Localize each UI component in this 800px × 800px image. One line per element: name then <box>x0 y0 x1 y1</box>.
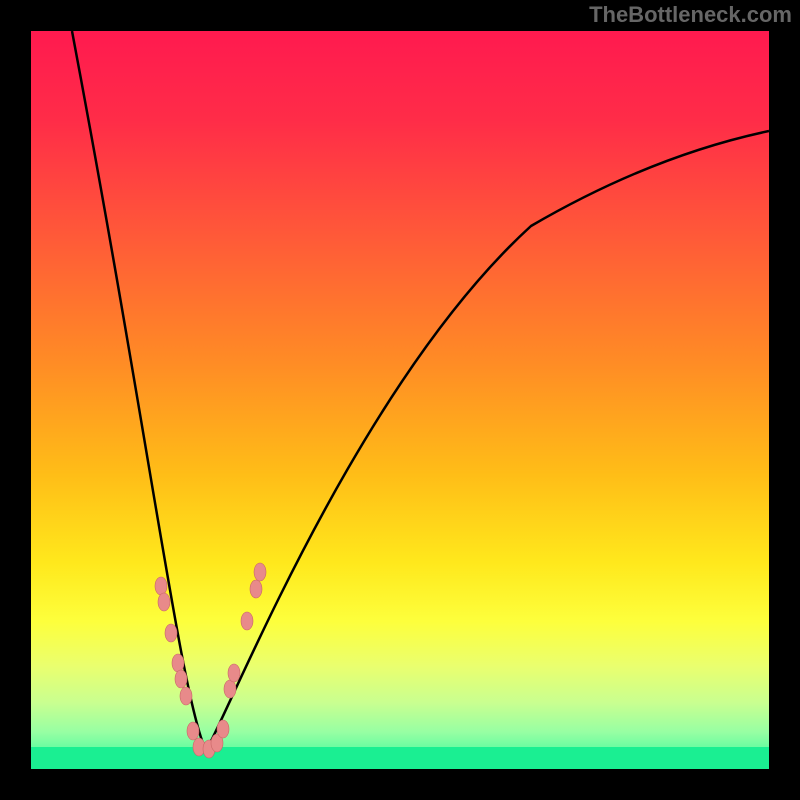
watermark-text: TheBottleneck.com <box>589 2 792 28</box>
chart-container: TheBottleneck.com <box>0 0 800 800</box>
bottleneck-curve <box>72 31 769 751</box>
marker-dot <box>158 593 170 611</box>
plot-area <box>31 31 769 769</box>
marker-dot <box>228 664 240 682</box>
marker-dot <box>180 687 192 705</box>
marker-dot <box>165 624 177 642</box>
marker-dot <box>217 720 229 738</box>
marker-dot <box>254 563 266 581</box>
marker-dot <box>175 670 187 688</box>
marker-dot <box>250 580 262 598</box>
marker-dot <box>155 577 167 595</box>
curve-layer <box>31 31 769 769</box>
marker-dot <box>172 654 184 672</box>
marker-dot <box>224 680 236 698</box>
marker-dot <box>187 722 199 740</box>
marker-dot <box>241 612 253 630</box>
